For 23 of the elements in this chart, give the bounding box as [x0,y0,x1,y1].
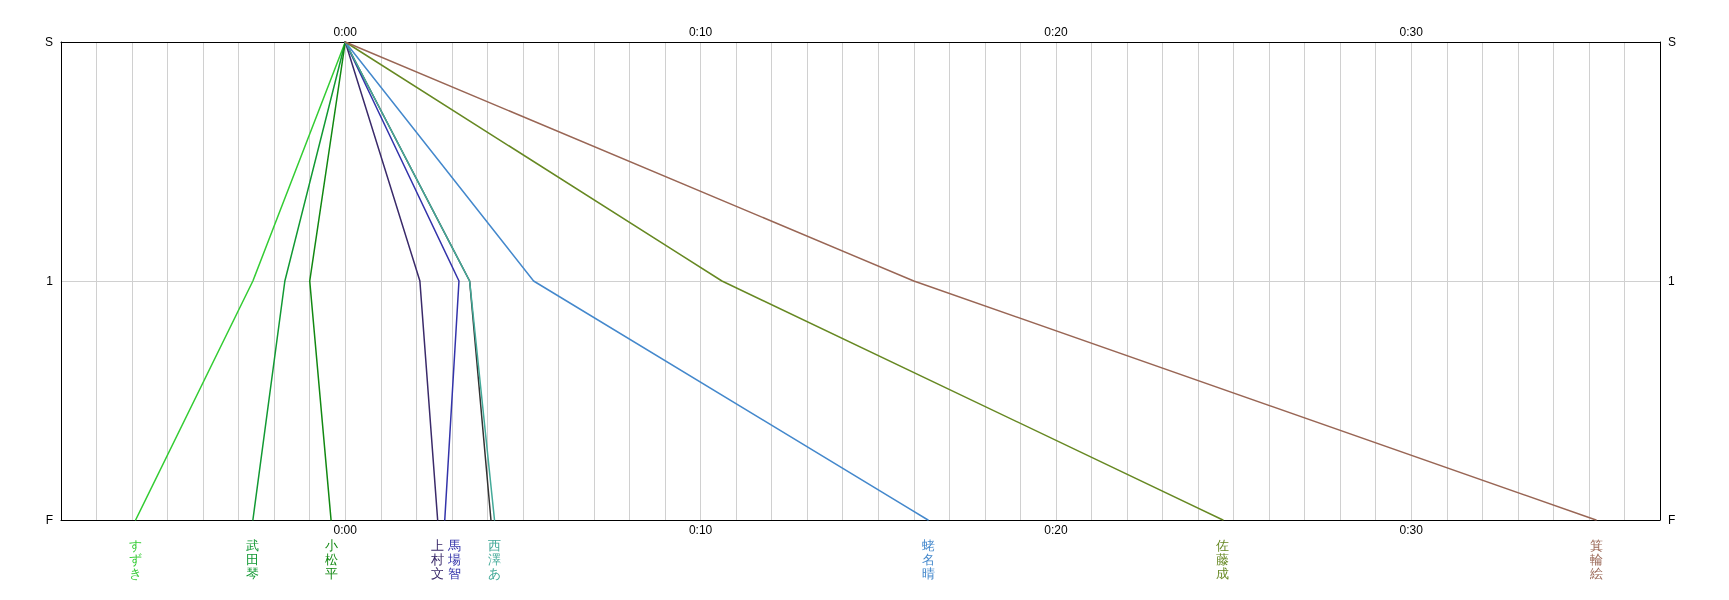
y-tick-label: F [1668,513,1676,527]
series-label: 小松平 [324,537,338,581]
x2-tick-label: 0:30 [1399,25,1424,39]
x2-tick-label: 0:10 [688,25,713,39]
x-tick-label: 0:20 [1044,523,1068,537]
category-label: F [45,513,53,527]
x2-tick-label: 0:00 [333,25,358,39]
x-tick-label: 0:00 [333,523,358,537]
series-label: 上村文 [430,537,445,581]
x-tick-label: 0:10 [688,523,713,537]
x-tick-label: 0:30 [1399,523,1424,537]
category-label: 1 [46,274,53,288]
series-label: 馬場智 [447,537,462,581]
series-label: 箕輪絵 [1588,537,1603,581]
series-label: 西澤あ [488,537,502,581]
series-label: 蛯名晴 [921,537,935,581]
series-label: 佐藤成 [1216,537,1230,581]
series-label: すずき [129,537,143,581]
series-label: 武田琴 [246,537,260,581]
y-tick-label: S [1668,35,1677,49]
x2-tick-label: 0:20 [1044,25,1068,39]
y-tick-label: 1 [1668,274,1675,288]
category-label: S [44,35,53,49]
